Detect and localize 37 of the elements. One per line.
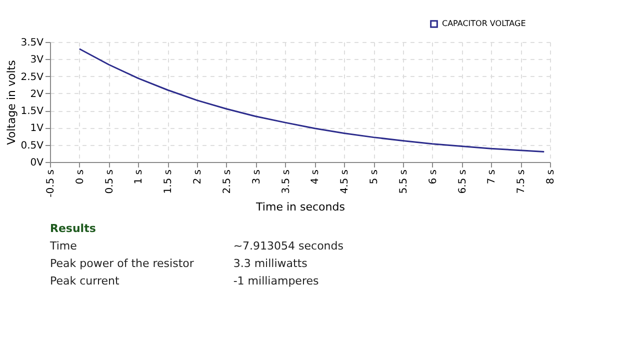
text: ~7.913054 seconds <box>233 239 344 252</box>
x-tick-label: 7.5 s <box>516 170 528 194</box>
x-tick-label: -0.5 s <box>46 170 56 198</box>
x-tick-label: 4.5 s <box>340 170 351 194</box>
text: Peak power of the resistor <box>50 256 194 270</box>
x-tick-label: 6 s <box>428 170 439 184</box>
x-tick-label: 2 s <box>192 170 204 184</box>
x-tick-label: 5 s <box>369 170 380 184</box>
text: Peak current <box>50 274 120 288</box>
y-tick-label: 2.5V <box>20 72 44 83</box>
x-tick-label: 4 s <box>310 170 322 184</box>
y-tick-label: 3V <box>30 54 44 66</box>
x-tick-label: 5.5 s <box>398 170 410 194</box>
text: 3.3 milliwatts <box>233 256 308 270</box>
y-axis-title: Voltage in volts <box>4 60 18 145</box>
text: Results <box>50 222 96 235</box>
x-tick-label: 3.5 s <box>280 170 292 194</box>
y-tick-label: 0V <box>30 158 44 168</box>
x-axis-title: Time in seconds <box>255 200 346 214</box>
legend-label: CAPACITOR VOLTAGE <box>442 19 526 28</box>
x-tick-label: 3 s <box>251 170 262 184</box>
y-tick-label: 3.5V <box>20 38 44 48</box>
x-tick-label: 0.5 s <box>104 170 116 194</box>
x-tick-label: 1.5 s <box>163 170 174 194</box>
text: Time <box>49 239 78 252</box>
y-tick-label: 0.5V <box>20 140 44 152</box>
x-tick-label: 1 s <box>134 170 145 184</box>
y-tick-label: 1.5V <box>20 106 44 118</box>
x-tick-label: 7 s <box>486 170 498 184</box>
line-series <box>78 48 545 152</box>
text: -1 milliamperes <box>233 274 319 288</box>
x-tick-label: 2.5 s <box>222 170 233 194</box>
x-tick-label: 6.5 s <box>457 170 468 194</box>
x-tick-label: 0 s <box>74 170 86 184</box>
y-tick-label: 2V <box>30 88 44 100</box>
y-tick-label: 1V <box>30 123 44 134</box>
x-tick-label: 8 s <box>546 170 556 184</box>
